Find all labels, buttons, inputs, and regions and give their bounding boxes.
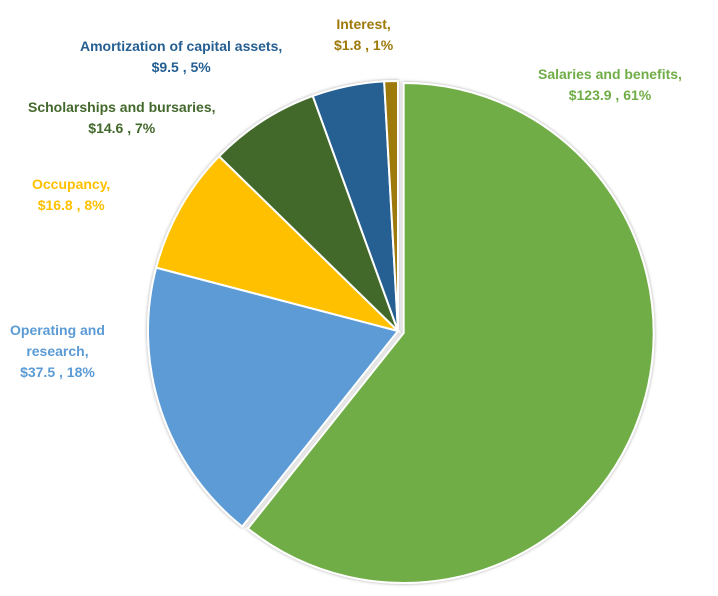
label-salaries: Salaries and benefits, $123.9 , 61% — [538, 64, 682, 106]
label-interest: Interest, $1.8 , 1% — [334, 14, 393, 56]
label-amortization: Amortization of capital assets, $9.5 , 5… — [80, 36, 282, 78]
label-occupancy-value: $16.8 , 8% — [37, 197, 105, 213]
label-scholarships-value: $14.6 , 7% — [88, 120, 156, 136]
label-operating: Operating and research, $37.5 , 18% — [10, 320, 105, 383]
label-operating-value: $37.5 , 18% — [20, 364, 95, 380]
label-occupancy-category: Occupancy, — [32, 176, 111, 192]
label-operating-category: Operating and — [10, 322, 105, 338]
slice-occupancy — [154, 154, 402, 333]
label-scholarships-category: Scholarships and bursaries, — [28, 99, 216, 115]
pie-slices — [147, 79, 655, 584]
label-operating-category-2: research, — [26, 343, 89, 359]
label-scholarships: Scholarships and bursaries, $14.6 , 7% — [28, 97, 216, 139]
label-amortization-value: $9.5 , 5% — [151, 59, 211, 75]
label-amortization-category: Amortization of capital assets, — [80, 38, 283, 54]
label-interest-value: $1.8 , 1% — [334, 37, 394, 53]
label-interest-category: Interest, — [336, 16, 391, 32]
label-occupancy: Occupancy, $16.8 , 8% — [32, 174, 110, 216]
slice-scholarships — [217, 94, 399, 332]
label-salaries-value: $123.9 , 61% — [568, 87, 652, 103]
slice-salaries — [246, 81, 655, 584]
slice-operating — [147, 266, 400, 528]
slice-interest — [383, 79, 399, 332]
label-salaries-category: Salaries and benefits, — [538, 66, 682, 82]
